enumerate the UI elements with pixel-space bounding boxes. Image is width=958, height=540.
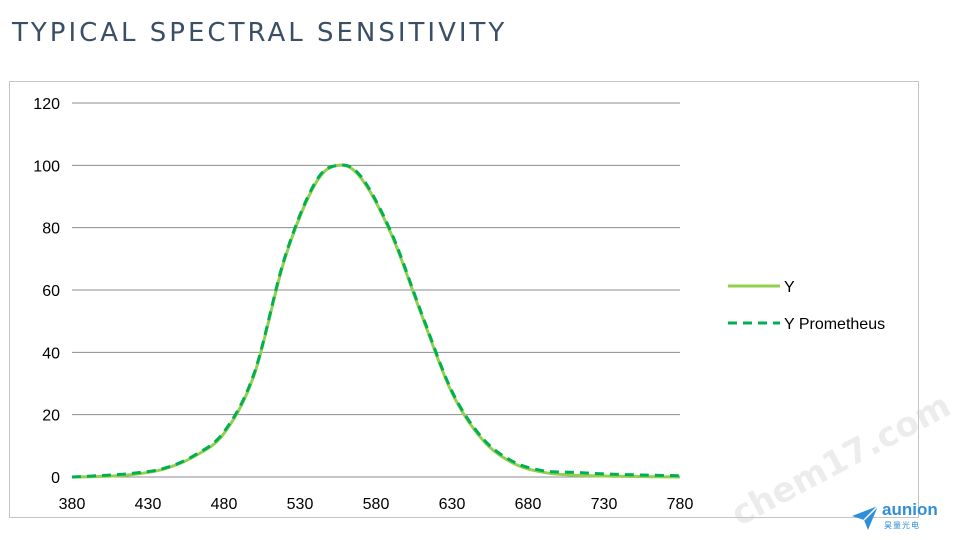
x-tick-labels: 380 430 480 530 580 630 680 730 780: [59, 496, 694, 513]
spectral-chart: 0 20 40 60 80 100 120 380 430 480 530 580 630 680 730…: [33, 96, 885, 513]
series-lines: [71, 163, 681, 479]
x-tick-label: 480: [211, 496, 238, 513]
y-tick-label: 60: [42, 283, 60, 300]
y-tick-label: 100: [33, 158, 60, 175]
x-tick-label: 730: [591, 496, 618, 513]
x-tick-label: 580: [363, 496, 390, 513]
x-tick-label: 780: [667, 496, 694, 513]
logo-plane-icon: [852, 505, 879, 530]
y-tick-label: 20: [42, 408, 60, 425]
x-tick-label: 630: [439, 496, 466, 513]
x-tick-label: 380: [59, 496, 86, 513]
legend-label: Y Prometheus: [784, 316, 885, 333]
gridlines: [72, 102, 680, 478]
logo-subtitle: 昊量光电: [884, 521, 920, 530]
series-line-y-prometheus: [71, 163, 681, 479]
y-tick-label: 40: [42, 345, 60, 362]
y-tick-label: 0: [51, 470, 60, 487]
y-tick-label: 80: [42, 221, 60, 238]
x-tick-label: 680: [515, 496, 542, 513]
aunion-logo: aunion 昊量光电: [850, 500, 950, 534]
chart-area: 0 20 40 60 80 100 120 380 430 480 530 580 630 680 730…: [9, 81, 919, 518]
legend: Y Y Prometheus: [728, 279, 885, 333]
x-tick-label: 430: [135, 496, 162, 513]
legend-label: Y: [784, 279, 795, 296]
x-tick-label: 530: [287, 496, 314, 513]
slide-title: TYPICAL SPECTRAL SENSITIVITY: [12, 18, 508, 48]
logo-text: aunion: [882, 500, 938, 519]
y-tick-label: 120: [33, 96, 60, 113]
y-tick-labels: 0 20 40 60 80 100 120: [33, 96, 60, 487]
series-line-y: [71, 163, 681, 479]
